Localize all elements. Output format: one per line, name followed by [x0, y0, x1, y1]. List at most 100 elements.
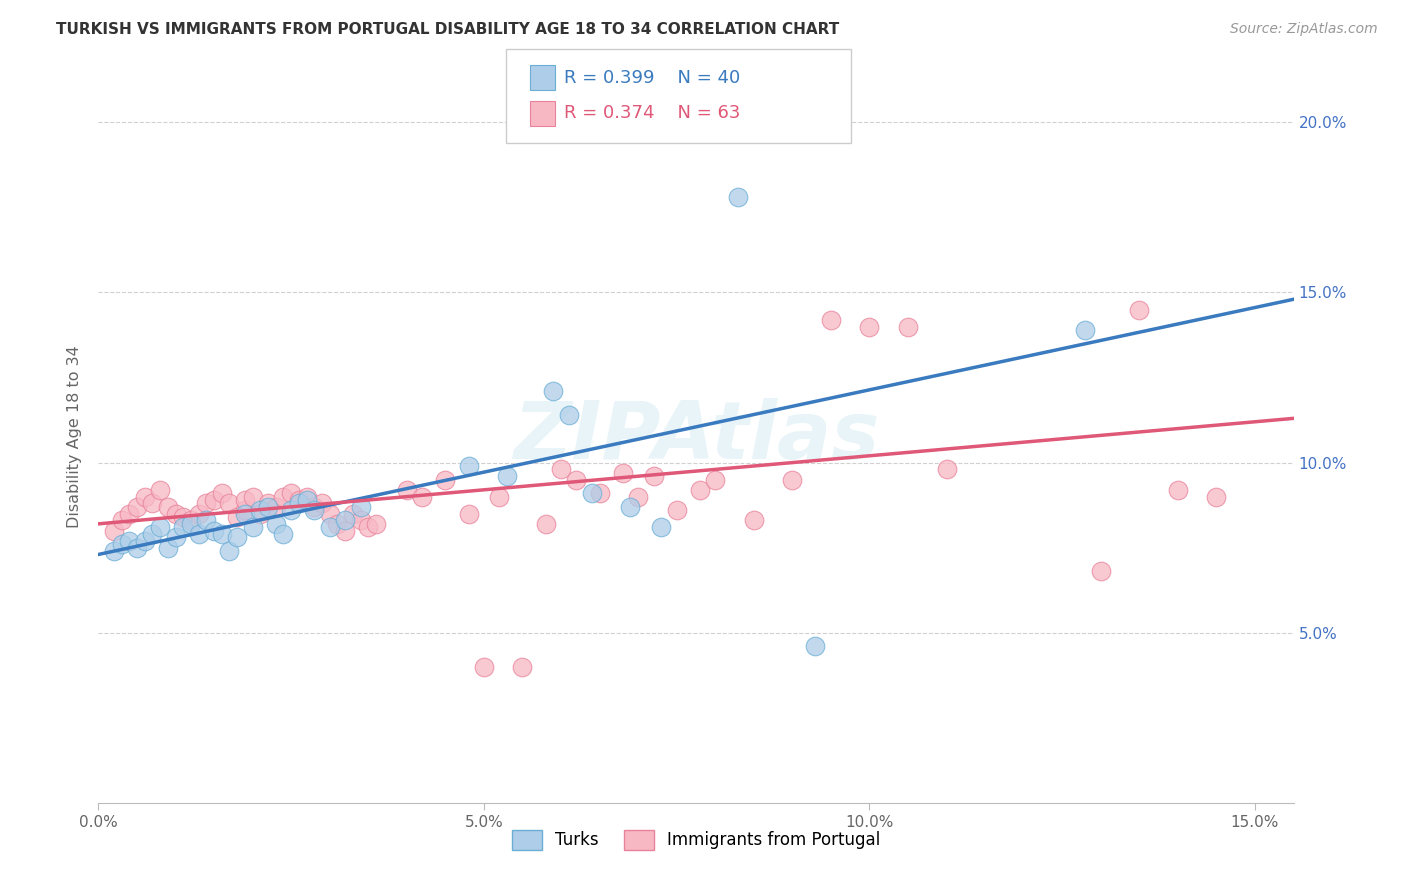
Point: [612, 466, 634, 480]
Point: [118, 507, 141, 521]
Point: [156, 541, 179, 555]
Text: ZIPAtlas: ZIPAtlas: [513, 398, 879, 476]
Point: [195, 496, 218, 510]
Point: [496, 469, 519, 483]
Point: [364, 516, 387, 531]
Point: [357, 520, 380, 534]
Legend: Turks, Immigrants from Portugal: Turks, Immigrants from Portugal: [505, 823, 887, 856]
Point: [233, 503, 256, 517]
Point: [1205, 490, 1227, 504]
Point: [149, 483, 172, 497]
Point: [1090, 565, 1112, 579]
Point: [156, 500, 179, 514]
Text: TURKISH VS IMMIGRANTS FROM PORTUGAL DISABILITY AGE 18 TO 34 CORRELATION CHART: TURKISH VS IMMIGRANTS FROM PORTUGAL DISA…: [56, 22, 839, 37]
Point: [1128, 302, 1150, 317]
Point: [333, 524, 356, 538]
Point: [103, 544, 125, 558]
Point: [226, 510, 249, 524]
Point: [134, 533, 156, 548]
Point: [233, 493, 256, 508]
Point: [897, 319, 920, 334]
Point: [257, 500, 280, 514]
Point: [125, 500, 148, 514]
Point: [349, 513, 371, 527]
Point: [395, 483, 418, 497]
Point: [558, 408, 581, 422]
Point: [195, 513, 218, 527]
Point: [457, 507, 479, 521]
Point: [110, 537, 132, 551]
Point: [280, 503, 302, 517]
Point: [295, 490, 318, 504]
Point: [565, 473, 588, 487]
Point: [264, 516, 287, 531]
Point: [242, 490, 264, 504]
Point: [727, 190, 749, 204]
Point: [257, 496, 280, 510]
Y-axis label: Disability Age 18 to 34: Disability Age 18 to 34: [66, 346, 82, 528]
Point: [304, 503, 326, 517]
Point: [820, 312, 842, 326]
Point: [457, 458, 479, 473]
Point: [110, 513, 132, 527]
Point: [165, 507, 187, 521]
Point: [488, 490, 510, 504]
Point: [1074, 323, 1097, 337]
Point: [149, 520, 172, 534]
Point: [141, 496, 163, 510]
Point: [172, 520, 194, 534]
Point: [211, 527, 233, 541]
Point: [125, 541, 148, 555]
Point: [804, 640, 827, 654]
Point: [411, 490, 433, 504]
Point: [118, 533, 141, 548]
Point: [273, 490, 295, 504]
Point: [619, 500, 641, 514]
Point: [333, 513, 356, 527]
Point: [211, 486, 233, 500]
Point: [273, 527, 295, 541]
Point: [180, 513, 202, 527]
Point: [218, 496, 240, 510]
Point: [858, 319, 880, 334]
Point: [218, 544, 240, 558]
Point: [288, 493, 311, 508]
Point: [1167, 483, 1189, 497]
Point: [581, 486, 603, 500]
Point: [704, 473, 727, 487]
Text: Source: ZipAtlas.com: Source: ZipAtlas.com: [1230, 22, 1378, 37]
Point: [742, 513, 765, 527]
Point: [782, 473, 804, 487]
Point: [249, 503, 271, 517]
Point: [434, 473, 457, 487]
Point: [349, 500, 371, 514]
Point: [588, 486, 610, 500]
Point: [512, 659, 534, 673]
Point: [187, 507, 209, 521]
Text: R = 0.399    N = 40: R = 0.399 N = 40: [564, 69, 740, 87]
Point: [342, 507, 364, 521]
Point: [103, 524, 125, 538]
Point: [534, 516, 557, 531]
Point: [187, 527, 209, 541]
Text: R = 0.374    N = 63: R = 0.374 N = 63: [564, 104, 740, 122]
Point: [202, 493, 225, 508]
Point: [134, 490, 156, 504]
Point: [650, 520, 672, 534]
Point: [689, 483, 711, 497]
Point: [311, 496, 333, 510]
Point: [319, 507, 342, 521]
Point: [304, 500, 326, 514]
Point: [180, 516, 202, 531]
Point: [935, 462, 957, 476]
Point: [288, 496, 311, 510]
Point: [472, 659, 495, 673]
Point: [280, 486, 302, 500]
Point: [233, 507, 256, 521]
Point: [141, 527, 163, 541]
Point: [543, 384, 565, 399]
Point: [249, 507, 271, 521]
Point: [242, 520, 264, 534]
Point: [627, 490, 650, 504]
Point: [319, 520, 342, 534]
